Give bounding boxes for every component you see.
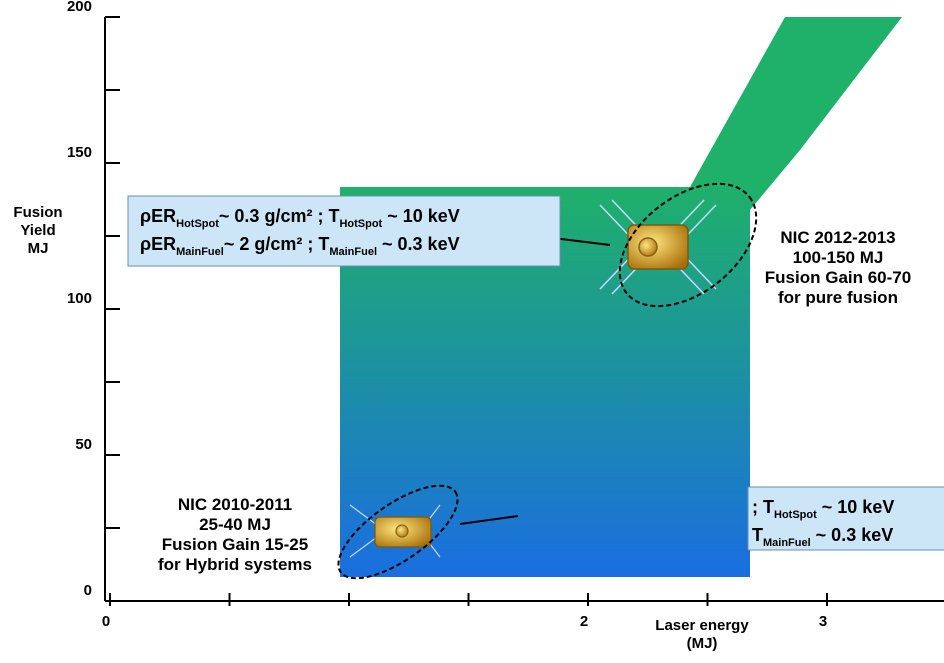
annotation: 100-150 MJ (793, 248, 884, 267)
annotation-text: for pure fusion (778, 288, 898, 307)
annotation-text: 100-150 MJ (793, 248, 884, 267)
subscript: MainFuel (329, 246, 377, 258)
annotation: NIC 2010-2011 (178, 495, 292, 514)
annotation-text: NIC 2012-2013 (780, 228, 895, 247)
annotation-text: Fusion Gain 60-70 (765, 268, 911, 287)
annotation: for Hybrid systems (158, 555, 312, 574)
ellipse-small (337, 484, 459, 580)
annotation: NIC 2012-2013 (780, 228, 895, 247)
y-axis-title: MJ (28, 240, 49, 257)
connector (459, 515, 519, 525)
y-tick-label: 150 (67, 144, 92, 161)
annotation: TMainFuel ~ 0.3 keV (752, 525, 893, 549)
gain-band (690, 17, 902, 210)
annotation-text: ; T (752, 497, 774, 517)
annotation-text: T (752, 525, 763, 545)
annotation-text: ρER (140, 206, 176, 226)
annotation-box (747, 486, 944, 551)
x-tick-label: 0 (102, 613, 110, 630)
ellipse-large (618, 182, 758, 308)
y-tick-label: 200 (67, 0, 92, 15)
annotation-text: 25-40 MJ (199, 515, 271, 534)
subscript: HotSpot (339, 218, 382, 230)
subscript: MainFuel (763, 537, 811, 549)
subscript: MainFuel (176, 246, 224, 258)
y-axis-title: Yield (20, 222, 55, 239)
annotation: ρERMainFuel~ 2 g/cm² ; TMainFuel ~ 0.3 k… (140, 234, 460, 258)
annotation: Fusion Gain 60-70 (765, 268, 911, 287)
annotation-text: ~ 2 g/cm² ; T (224, 234, 330, 254)
subscript: HotSpot (774, 509, 817, 521)
subscript: HotSpot (176, 218, 219, 230)
target-small (349, 504, 441, 558)
annotation-box (127, 195, 561, 267)
annotation-text: ~ 10 keV (382, 206, 460, 226)
y-tick-label: 50 (75, 436, 92, 453)
annotation-text: ~ 0.3 g/cm² ; T (219, 206, 340, 226)
annotation-text: ~ 0.3 keV (811, 525, 894, 545)
annotation-text: ~ 10 keV (817, 497, 895, 517)
annotation: for pure fusion (778, 288, 898, 307)
annotation-text: ρER (140, 234, 176, 254)
x-tick-label: 2 (580, 613, 588, 630)
annotation-text: Fusion Gain 15-25 (162, 535, 308, 554)
x-tick-label: 3 (819, 613, 827, 630)
y-tick-label: 0 (84, 582, 92, 599)
x-axis-title: Laser energy (655, 617, 749, 634)
target-large (599, 199, 717, 295)
x-axis-title: (MJ) (687, 635, 718, 652)
y-tick-label: 100 (67, 290, 92, 307)
y-axis-title: Fusion (13, 204, 62, 221)
annotation-text: for Hybrid systems (158, 555, 312, 574)
annotation: ρERHotSpot~ 0.3 g/cm² ; THotSpot ~ 10 ke… (140, 206, 460, 230)
annotation-text: NIC 2010-2011 (178, 495, 292, 514)
annotation: Fusion Gain 15-25 (162, 535, 308, 554)
annotation: ; THotSpot ~ 10 keV (752, 497, 894, 521)
annotation-text: ~ 0.3 keV (377, 234, 460, 254)
annotation: 25-40 MJ (199, 515, 271, 534)
connector (552, 237, 611, 246)
